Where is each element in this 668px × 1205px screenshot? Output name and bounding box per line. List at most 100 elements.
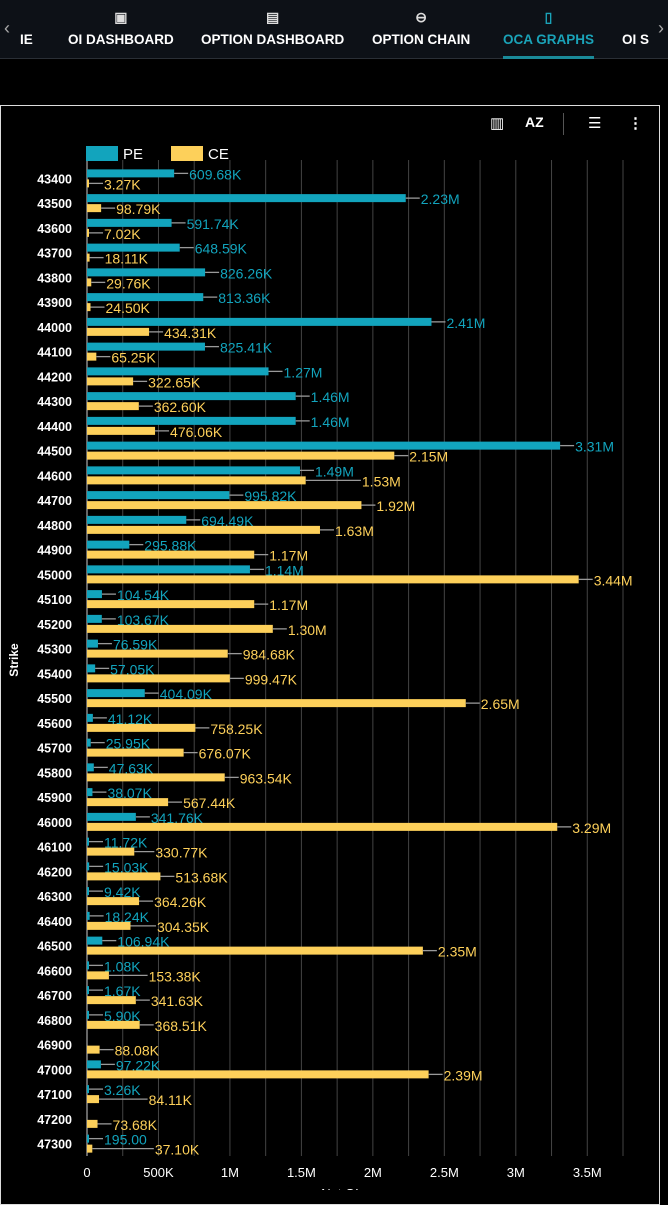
- y-axis-title: Strike: [7, 643, 21, 677]
- data-label-pe: 591.74K: [187, 216, 240, 232]
- data-label-ce: 3.27K: [104, 176, 141, 192]
- bar-pe: [87, 218, 172, 227]
- data-label-pe: 295.88K: [144, 538, 197, 554]
- data-label-pe: 18.24K: [105, 909, 150, 925]
- scroll-left-icon[interactable]: ‹: [4, 18, 10, 38]
- data-label-ce: 1.17M: [269, 548, 308, 564]
- tab-option-dashboard[interactable]: ▤ OPTION DASHBOARD: [201, 0, 344, 59]
- data-label-ce: 84.11K: [149, 1092, 193, 1108]
- y-tick-label: 44700: [37, 494, 72, 508]
- bar-pe: [87, 1060, 101, 1069]
- y-tick-label: 43400: [37, 172, 72, 186]
- x-tick-label: 3M: [507, 1165, 525, 1180]
- bar-pe: [87, 961, 89, 970]
- legend-swatch-pe: [86, 146, 118, 161]
- document-icon: ▯: [544, 9, 553, 25]
- bar-ce: [87, 377, 134, 386]
- y-tick-label: 45300: [37, 643, 72, 657]
- scroll-right-icon[interactable]: ›: [658, 18, 664, 38]
- bar-ce: [87, 451, 395, 460]
- bar-ce: [87, 525, 320, 534]
- bar-ce: [87, 1070, 429, 1079]
- bar-ce: [87, 1020, 140, 1029]
- y-tick-label: 47100: [37, 1088, 72, 1102]
- data-label-ce: 1.17M: [269, 597, 308, 613]
- tab-oi-dashboard[interactable]: ▣ OI DASHBOARD: [68, 0, 174, 59]
- x-axis-title: Net OI: [321, 1186, 359, 1190]
- data-label-ce: 368.51K: [155, 1018, 208, 1034]
- bar-ce: [87, 1095, 100, 1104]
- data-label-pe: 41.12K: [108, 711, 153, 727]
- data-label-ce: 434.31K: [164, 325, 217, 341]
- bar-pe: [87, 911, 90, 920]
- x-tick-label: 0: [83, 1165, 90, 1180]
- y-tick-label: 46100: [37, 841, 72, 855]
- y-tick-label: 43600: [37, 222, 72, 236]
- data-label-pe: 103.67K: [117, 612, 170, 628]
- data-label-ce: 153.38K: [149, 968, 202, 984]
- bar-ce: [87, 699, 466, 708]
- tab-option-chain[interactable]: ⊖ OPTION CHAIN: [372, 0, 470, 59]
- data-label-ce: 73.68K: [113, 1117, 158, 1133]
- tab-oi-s[interactable]: OI S: [622, 0, 652, 59]
- data-label-ce: 24.50K: [106, 300, 151, 316]
- bar-ce: [87, 575, 579, 584]
- data-label-pe: 404.09K: [160, 686, 213, 702]
- bar-pe: [87, 293, 204, 302]
- data-label-ce: 3.44M: [594, 572, 633, 588]
- y-tick-label: 44800: [37, 519, 72, 533]
- data-label-ce: 304.35K: [157, 919, 210, 935]
- data-label-ce: 341.63K: [151, 993, 204, 1009]
- bar-ce: [87, 1119, 98, 1128]
- data-label-ce: 3.29M: [572, 820, 611, 836]
- x-tick-label: 2.5M: [430, 1165, 459, 1180]
- bar-ce: [87, 624, 273, 633]
- y-tick-label: 45100: [37, 593, 72, 607]
- data-label-pe: 15.03K: [104, 859, 149, 875]
- bar-pe: [87, 862, 90, 871]
- bar-ce: [87, 501, 362, 510]
- y-tick-label: 45000: [37, 568, 72, 582]
- sort-az-icon[interactable]: AZ: [525, 114, 544, 130]
- bar-ce: [87, 476, 306, 485]
- bar-pe: [87, 268, 206, 277]
- y-tick-label: 46000: [37, 816, 72, 830]
- data-label-pe: 106.94K: [117, 934, 170, 950]
- chart-settings-icon[interactable]: ▥: [490, 115, 505, 132]
- data-label-pe: 1.49M: [315, 463, 354, 479]
- link-icon: ⊖: [415, 9, 427, 25]
- more-vert-icon[interactable]: ⋮: [628, 115, 643, 132]
- y-tick-label: 44000: [37, 321, 72, 335]
- data-label-ce: 513.68K: [175, 869, 228, 885]
- bar-pe: [87, 590, 102, 599]
- data-label-ce: 18.11K: [105, 251, 149, 267]
- bar-ce: [87, 822, 558, 831]
- data-label-pe: 609.68K: [189, 166, 242, 182]
- bar-pe: [87, 194, 406, 203]
- y-tick-label: 45600: [37, 717, 72, 731]
- bar-pe: [87, 837, 89, 846]
- bar-pe: [87, 491, 230, 500]
- bar-ce: [87, 600, 255, 609]
- bar-ce: [87, 179, 89, 188]
- bar-ce: [87, 674, 230, 683]
- bar-ce: [87, 649, 228, 658]
- data-label-pe: 1.08K: [104, 958, 141, 974]
- data-label-ce: 758.25K: [210, 721, 263, 737]
- tab-oca-graphs[interactable]: ▯ OCA GRAPHS: [503, 0, 595, 59]
- data-label-ce: 1.30M: [288, 622, 327, 638]
- tab-ie[interactable]: IE: [20, 0, 33, 59]
- x-tick-label: 2M: [364, 1165, 382, 1180]
- data-label-ce: 567.44K: [183, 795, 236, 811]
- data-label-ce: 1.53M: [362, 473, 401, 489]
- y-tick-label: 47200: [37, 1113, 72, 1127]
- data-label-pe: 5.90K: [104, 1008, 141, 1024]
- y-tick-label: 47300: [37, 1138, 72, 1152]
- filter-icon[interactable]: ☰: [588, 115, 602, 132]
- y-tick-label: 46900: [37, 1039, 72, 1053]
- bar-pe: [87, 367, 269, 376]
- data-label-ce: 37.10K: [155, 1142, 200, 1158]
- data-label-pe: 11.72K: [104, 835, 148, 851]
- y-tick-label: 45500: [37, 692, 72, 706]
- bar-pe: [87, 713, 93, 722]
